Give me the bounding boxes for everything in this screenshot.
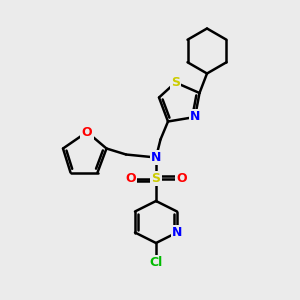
Text: S: S xyxy=(171,76,180,89)
Text: O: O xyxy=(82,125,92,139)
Text: O: O xyxy=(125,172,136,185)
Text: O: O xyxy=(176,172,187,185)
Text: N: N xyxy=(190,110,200,124)
Text: Cl: Cl xyxy=(149,256,163,269)
Text: N: N xyxy=(151,151,161,164)
Text: S: S xyxy=(152,172,160,185)
Text: N: N xyxy=(172,226,182,239)
